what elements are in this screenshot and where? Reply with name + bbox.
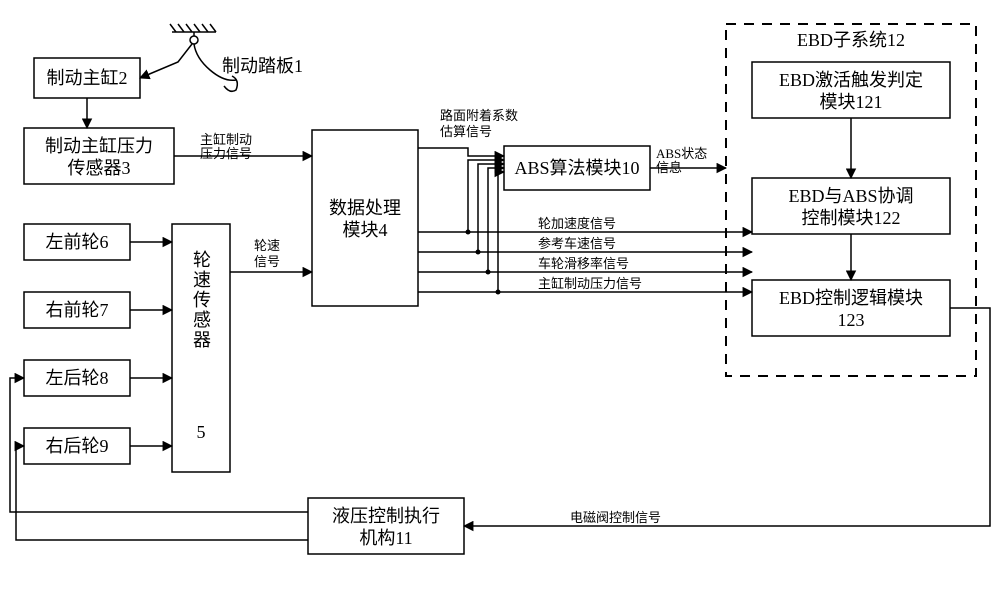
edge-hyd-to-rr [16,446,308,540]
svg-text:车轮滑移率信号: 车轮滑移率信号 [538,256,629,271]
svg-text:123: 123 [838,310,865,330]
svg-text:机构11: 机构11 [359,528,412,548]
svg-text:EBD与ABS协调: EBD与ABS协调 [788,186,913,206]
svg-text:制动主缸2: 制动主缸2 [47,67,128,88]
svg-text:轮加速度信号: 轮加速度信号 [538,216,616,231]
ebd-coord-box: EBD与ABS协调 控制模块122 [752,178,950,234]
svg-text:模块121: 模块121 [820,92,883,112]
mc-pressure-sensor-box: 制动主缸压力 传感器3 [24,128,174,184]
rr-wheel-box: 右后轮9 [24,428,130,464]
ebd-trigger-box: EBD激活触发判定 模块121 [752,62,950,118]
edge-pedal-to-mc [140,44,192,78]
svg-text:EBD激活触发判定: EBD激活触发判定 [779,70,923,90]
wheel-speed-sensor-box: 轮速传感器 5 [172,224,230,472]
svg-text:液压控制执行: 液压控制执行 [332,506,440,526]
svg-text:EBD控制逻辑模块: EBD控制逻辑模块 [779,288,923,308]
wheel-speed-signal-label2: 信号 [254,254,280,269]
svg-text:右后轮9: 右后轮9 [46,436,109,456]
svg-text:5: 5 [197,422,206,442]
svg-text:参考车速信号: 参考车速信号 [538,236,616,251]
road-adh-label: 路面附着系数 [440,108,518,123]
abs-state-label2: 信息 [656,160,682,175]
svg-text:ABS算法模块10: ABS算法模块10 [514,158,639,178]
svg-text:EBD子系统12: EBD子系统12 [797,30,905,50]
mc-press-signal-label2: 压力信号 [200,146,252,161]
data-processing-box: 数据处理 模块4 [312,130,418,306]
svg-text:左前轮6: 左前轮6 [46,232,109,252]
lr-wheel-box: 左后轮8 [24,360,130,396]
edge-dp-road-to-abs [418,148,504,156]
svg-text:模块4: 模块4 [343,220,388,240]
svg-text:右前轮7: 右前轮7 [46,300,109,320]
rf-wheel-box: 右前轮7 [24,292,130,328]
svg-text:轮速传感器: 轮速传感器 [191,250,211,350]
solenoid-label: 电磁阀控制信号 [570,510,661,525]
svg-text:主缸制动压力信号: 主缸制动压力信号 [538,276,642,291]
svg-text:制动主缸压力: 制动主缸压力 [45,135,153,156]
brake-pedal-label: 制动踏板1 [222,56,303,76]
ebd-logic-box: EBD控制逻辑模块 123 [752,280,950,336]
svg-text:左后轮8: 左后轮8 [46,368,109,388]
svg-text:数据处理: 数据处理 [329,198,401,218]
road-adh-label2: 估算信号 [440,124,492,139]
master-cylinder-box: 制动主缸2 [34,58,140,98]
abs-state-label: ABS状态 [656,146,707,161]
hydraulic-actuator-box: 液压控制执行 机构11 [308,498,464,554]
lf-wheel-box: 左前轮6 [24,224,130,260]
wheel-speed-signal-label: 轮速 [254,238,280,253]
abs-module-box: ABS算法模块10 [504,146,650,190]
svg-text:传感器3: 传感器3 [68,158,131,178]
svg-text:控制模块122: 控制模块122 [802,208,901,228]
mc-press-signal-label: 主缸制动 [200,132,252,147]
